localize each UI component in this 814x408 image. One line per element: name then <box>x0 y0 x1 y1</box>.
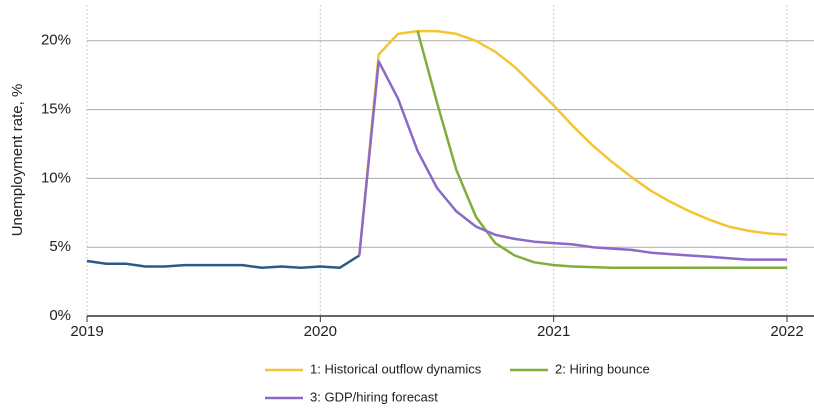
legend: 1: Historical outflow dynamics 2: Hiring … <box>265 361 650 404</box>
line-series <box>358 60 787 261</box>
legend-label: 2: Hiring bounce <box>555 361 650 376</box>
x-tick-label: 2020 <box>304 323 337 340</box>
y-tick-label: 0% <box>49 307 71 324</box>
legend-label: 1: Historical outflow dynamics <box>310 361 482 376</box>
line-series <box>86 254 360 270</box>
line-series <box>358 29 788 256</box>
x-tick-label: 2022 <box>770 323 803 340</box>
y-tick-label: 15% <box>41 101 71 118</box>
y-tick-label: 20% <box>41 32 71 49</box>
legend-label: 3: GDP/hiring forecast <box>310 389 438 404</box>
y-tick-label: 10% <box>41 169 71 186</box>
y-tick-label: 5% <box>49 238 71 255</box>
line-series <box>416 30 787 270</box>
x-tick-label: 2021 <box>537 323 570 340</box>
x-tick-label: 2019 <box>70 323 103 340</box>
y-axis-label: Unemployment rate, % <box>9 84 26 237</box>
